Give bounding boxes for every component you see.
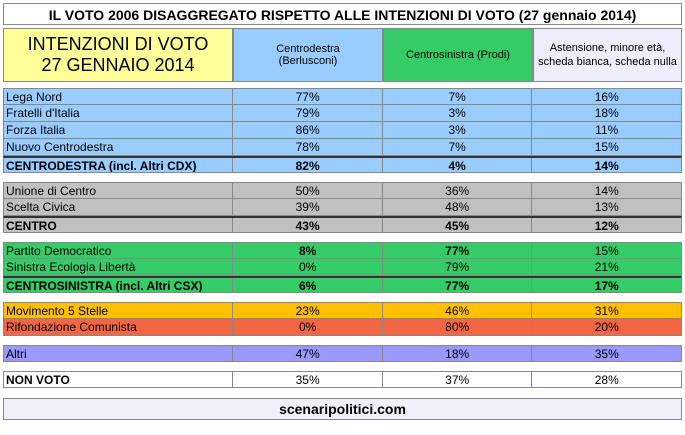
cell-value: 3%	[383, 105, 533, 121]
cell-value: 50%	[233, 183, 383, 198]
table-row: Partito Democratico 8% 77% 15%	[3, 242, 682, 259]
cell-value: 43%	[233, 218, 383, 232]
cell-value: 11%	[595, 123, 619, 137]
row-group: Unione di Centro 50% 36% 14% Scelta Civica 39…	[3, 182, 682, 233]
table-row: Nuovo Centrodestra 78% 7% 15%	[3, 139, 682, 156]
cell-value: 77%	[233, 89, 383, 104]
cell-value: 12%	[594, 219, 619, 232]
cell-value: 18%	[383, 346, 533, 361]
row-label: Altri	[4, 346, 234, 361]
header-label-line: INTENZIONI DI VOTO	[27, 34, 209, 54]
cell-value: 77%	[383, 278, 533, 292]
cell-value: 0%	[233, 259, 383, 275]
row-label: Sinistra Ecologia Libertà	[4, 259, 234, 275]
cell-value: 35%	[233, 372, 383, 387]
cell-value: 21%	[594, 260, 619, 274]
row-label: Partito Democratico	[4, 243, 234, 258]
cell-value: 16%	[594, 90, 619, 104]
table-row: Forza Italia 86% 3% 11%	[3, 122, 682, 139]
cell-value: 14%	[594, 184, 619, 198]
total-row: CENTRODESTRA (incl. Altri CDX) 82% 4% 14%	[3, 156, 682, 173]
table-body: Lega Nord 77% 7% 16% Fratelli d'Italia 79% 3% 1…	[3, 88, 682, 397]
cell-value: 15%	[594, 244, 619, 258]
cell-value: 78%	[233, 139, 383, 155]
cell-value: 0%	[233, 319, 383, 335]
cell-value: 35%	[594, 347, 619, 361]
cell-value: 7%	[383, 89, 533, 104]
cell-value: 17%	[594, 279, 619, 292]
header-column: Centrodestra (Berlusconi)	[233, 28, 383, 82]
total-row: CENTRO 43% 45% 12%	[3, 216, 682, 233]
cell-value: 15%	[594, 140, 619, 154]
cell-value: 36%	[383, 183, 533, 198]
cell-value: 6%	[233, 278, 383, 292]
header-label: INTENZIONI DI VOTO 27 GENNAIO 2014	[3, 28, 233, 82]
cell-value: 4%	[383, 158, 533, 172]
row-group: Lega Nord 77% 7% 16% Fratelli d'Italia 79% 3% 1…	[3, 88, 682, 173]
cell-value: 82%	[233, 158, 383, 172]
cell-value: 48%	[383, 199, 533, 215]
row-label: Rifondazione Comunista	[4, 319, 234, 335]
row-group: Altri 47% 18% 35%	[3, 345, 682, 362]
row-label: Nuovo Centrodestra	[4, 139, 234, 155]
cell-value: 37%	[383, 372, 533, 387]
cell-value: 31%	[594, 304, 619, 318]
row-label: Scelta Civica	[4, 199, 234, 215]
table-row: Scelta Civica 39% 48% 13%	[3, 199, 682, 216]
header-column: Centrosinistra (Prodi)	[383, 28, 533, 82]
row-group: Movimento 5 Stelle 23% 46% 31% Rifondazione …	[3, 302, 682, 336]
table-row: Rifondazione Comunista 0% 80% 20%	[3, 319, 682, 336]
header-label-line: 27 GENNAIO 2014	[41, 55, 195, 75]
table-row: Movimento 5 Stelle 23% 46% 31%	[3, 302, 682, 319]
cell-value: 79%	[233, 105, 383, 121]
cell-value: 8%	[233, 243, 383, 258]
row-label: CENTRODESTRA (incl. Altri CDX)	[4, 158, 234, 172]
row-label: CENTROSINISTRA (incl. Altri CSX)	[4, 278, 234, 292]
table-row: Altri 47% 18% 35%	[3, 345, 682, 362]
cell-value: 86%	[233, 122, 383, 138]
row-label: NON VOTO	[4, 372, 234, 387]
cell-value: 20%	[594, 320, 619, 334]
row-group: NON VOTO 35% 37% 28%	[3, 371, 682, 388]
cell-value: 13%	[594, 200, 619, 214]
row-label: Movimento 5 Stelle	[4, 303, 234, 318]
table-title: IL VOTO 2006 DISAGGREGATO RISPETTO ALLE …	[3, 3, 682, 25]
cell-value: 47%	[233, 346, 383, 361]
footer: scenaripolitici.com	[3, 398, 682, 420]
header-column: Astensione, minore età, scheda bianca, s…	[533, 28, 682, 82]
cell-value: 23%	[233, 303, 383, 318]
table-row: Lega Nord 77% 7% 16%	[3, 88, 682, 105]
row-label: Unione di Centro	[4, 183, 234, 198]
cell-value: 39%	[233, 199, 383, 215]
table-row: Sinistra Ecologia Libertà 0% 79% 21%	[3, 259, 682, 276]
cell-value: 3%	[383, 122, 533, 138]
cell-value: 80%	[383, 319, 533, 335]
row-label: Lega Nord	[4, 89, 234, 104]
table-row: Unione di Centro 50% 36% 14%	[3, 182, 682, 199]
total-row: CENTROSINISTRA (incl. Altri CSX) 6% 77% 17%	[3, 276, 682, 293]
cell-value: 45%	[383, 218, 533, 232]
table-row: Fratelli d'Italia 79% 3% 18%	[3, 105, 682, 122]
cell-value: 79%	[383, 259, 533, 275]
table-row: NON VOTO 35% 37% 28%	[3, 371, 682, 388]
row-label: Forza Italia	[4, 122, 234, 138]
cell-value: 28%	[594, 373, 619, 387]
row-label: Fratelli d'Italia	[4, 105, 234, 121]
row-label: CENTRO	[4, 218, 234, 232]
cell-value: 14%	[594, 159, 619, 172]
cell-value: 7%	[383, 139, 533, 155]
row-group: Partito Democratico 8% 77% 15% Sinistra Ecol…	[3, 242, 682, 293]
cell-value: 46%	[383, 303, 533, 318]
cell-value: 77%	[383, 243, 533, 258]
cell-value: 18%	[594, 106, 619, 120]
